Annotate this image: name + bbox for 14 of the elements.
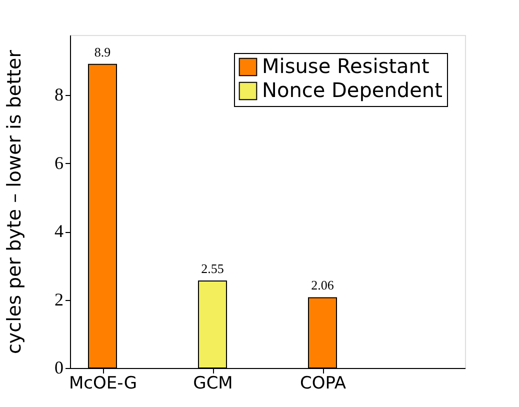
y-tick-label: 6	[54, 152, 64, 173]
y-tick-label: 0	[54, 358, 64, 378]
data-label: 2.06	[311, 278, 334, 293]
x-tick-label: GCM	[193, 374, 233, 394]
data-label: 2.55	[201, 260, 224, 276]
y-tick-label: 4	[54, 221, 64, 242]
y-tick-label: 8	[54, 84, 64, 105]
x-tick-label: COPA	[300, 374, 346, 394]
y-tick-label: 2	[54, 289, 64, 310]
legend-label: Nonce Dependent	[262, 78, 443, 102]
data-label: 8.9	[94, 44, 111, 60]
legend-label: Misuse Resistant	[262, 54, 430, 78]
y-axis-title: cycles per byte – lower is better	[4, 50, 26, 354]
x-tick-label: McOE-G	[68, 374, 138, 394]
